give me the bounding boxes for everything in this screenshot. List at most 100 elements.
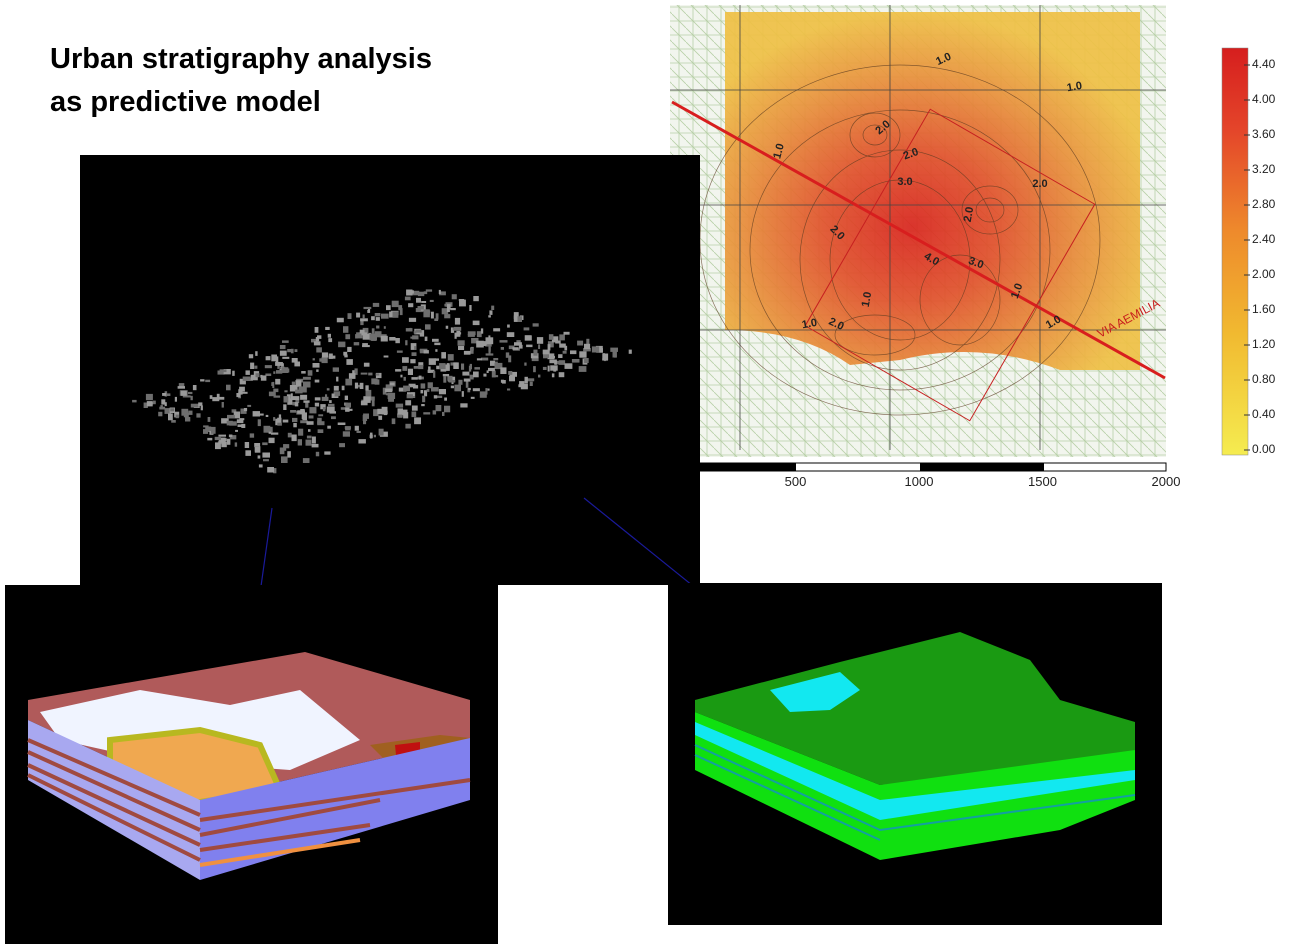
building xyxy=(244,442,250,448)
building xyxy=(435,349,438,352)
colorbar-label: 0.00 xyxy=(1252,442,1276,456)
building xyxy=(485,344,492,347)
building xyxy=(207,437,213,441)
building xyxy=(430,311,434,319)
building xyxy=(165,393,171,396)
building xyxy=(268,391,276,397)
building xyxy=(385,388,393,393)
building xyxy=(360,372,368,375)
building xyxy=(564,363,573,369)
building xyxy=(228,434,233,438)
building xyxy=(298,386,302,390)
building xyxy=(402,366,408,371)
building xyxy=(317,335,322,339)
building xyxy=(463,378,471,382)
building xyxy=(281,368,290,373)
building xyxy=(427,369,435,373)
building xyxy=(458,379,463,385)
building xyxy=(471,338,479,344)
building xyxy=(226,420,233,426)
building xyxy=(282,340,289,343)
building xyxy=(418,364,424,370)
building xyxy=(374,379,380,385)
building xyxy=(407,368,413,375)
building xyxy=(334,392,339,397)
building xyxy=(499,340,508,343)
building xyxy=(294,349,298,352)
building xyxy=(500,367,507,374)
building xyxy=(303,400,310,403)
building xyxy=(418,375,422,380)
building xyxy=(248,354,254,359)
contours xyxy=(699,64,1101,416)
building xyxy=(326,406,335,413)
building xyxy=(405,340,408,346)
building xyxy=(385,393,391,396)
building xyxy=(547,365,550,372)
building xyxy=(383,326,386,329)
building xyxy=(181,408,189,416)
building xyxy=(325,326,330,330)
building xyxy=(488,335,491,340)
building xyxy=(239,378,246,385)
building xyxy=(571,359,580,363)
building xyxy=(523,327,530,331)
building xyxy=(432,338,439,342)
building xyxy=(311,338,319,343)
building xyxy=(362,345,370,348)
building xyxy=(383,355,389,358)
building xyxy=(439,291,446,296)
building xyxy=(284,390,288,393)
building xyxy=(399,308,403,316)
building xyxy=(382,387,387,395)
building xyxy=(470,347,474,354)
building xyxy=(275,418,279,426)
building xyxy=(338,341,346,348)
building xyxy=(337,422,346,425)
building xyxy=(462,371,470,376)
building xyxy=(494,361,498,366)
building xyxy=(291,396,300,401)
building xyxy=(365,389,372,397)
building xyxy=(536,337,544,344)
building xyxy=(362,327,369,334)
building xyxy=(196,413,201,418)
building xyxy=(412,290,420,296)
building xyxy=(318,414,324,417)
building xyxy=(182,395,191,398)
building xyxy=(485,388,488,395)
building xyxy=(478,341,486,346)
building xyxy=(549,359,557,364)
building xyxy=(428,358,436,365)
building xyxy=(444,397,447,401)
building xyxy=(547,344,551,351)
building xyxy=(164,402,167,407)
building xyxy=(427,382,433,389)
building xyxy=(188,391,193,395)
heat-field xyxy=(725,12,1140,370)
contour-label: 3.0 xyxy=(897,176,912,188)
building xyxy=(415,329,422,333)
scale-label: 500 xyxy=(785,474,807,489)
building xyxy=(483,373,487,377)
building xyxy=(205,426,212,432)
building xyxy=(361,332,368,336)
building xyxy=(309,407,317,414)
building xyxy=(450,327,455,333)
building xyxy=(132,399,137,403)
building xyxy=(233,411,240,419)
building xyxy=(164,408,171,414)
building xyxy=(419,330,425,337)
building xyxy=(253,371,260,376)
building xyxy=(265,373,272,376)
building xyxy=(442,374,450,377)
building xyxy=(308,415,314,419)
building xyxy=(413,331,417,334)
building xyxy=(270,432,279,435)
building xyxy=(300,420,308,424)
building xyxy=(465,381,469,388)
building xyxy=(558,354,563,358)
building xyxy=(555,340,561,344)
building xyxy=(500,347,504,350)
contour-label: 2.0 xyxy=(962,206,976,223)
